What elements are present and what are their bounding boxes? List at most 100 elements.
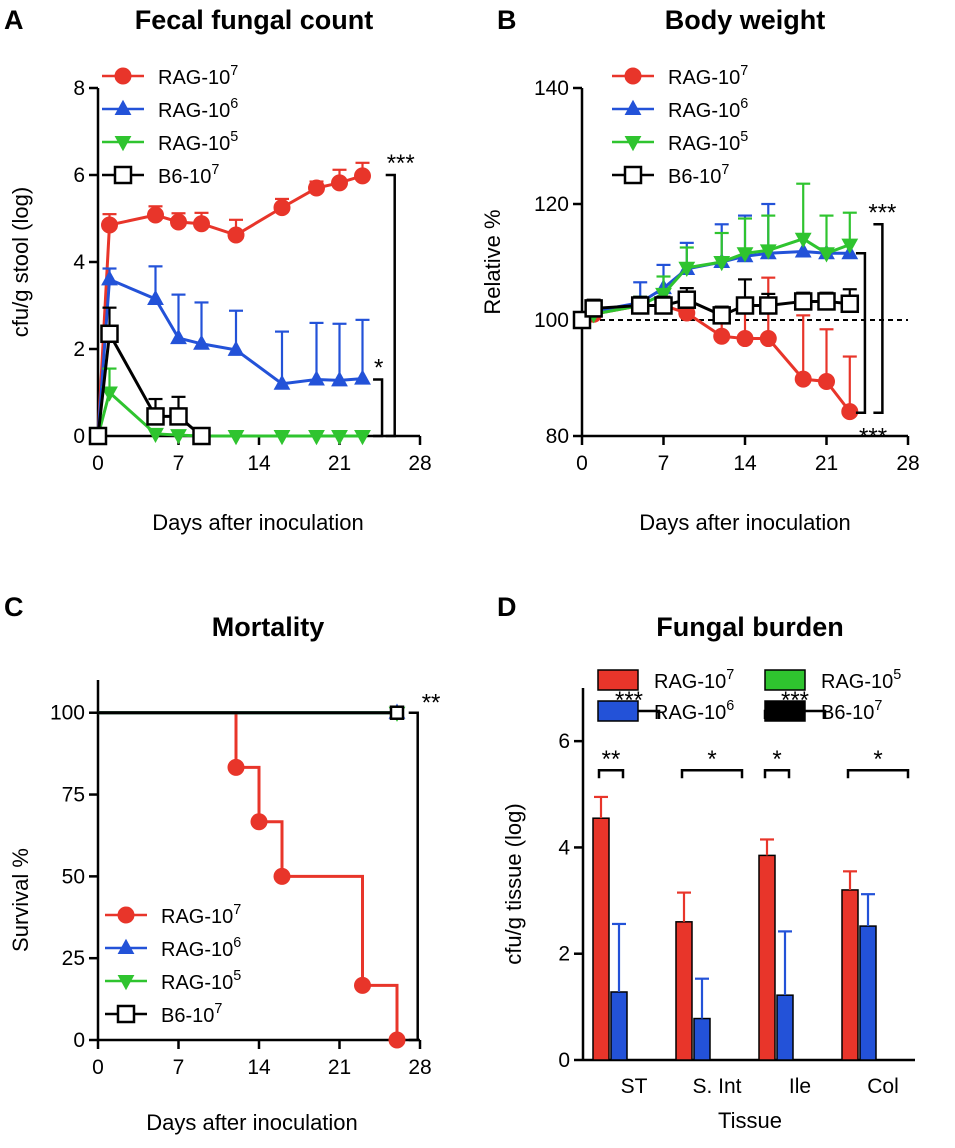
legend-label: RAG-106 (654, 698, 734, 724)
data-point (147, 289, 164, 305)
y-tick-label: 75 (62, 784, 85, 807)
significance-bracket (855, 252, 867, 415)
significance-bracket (597, 768, 625, 779)
data-point (713, 327, 731, 345)
y-axis-label: Relative % (480, 209, 505, 314)
y-tick-label: 120 (534, 193, 569, 216)
panel-label: C (4, 592, 24, 622)
y-tick-label: 140 (534, 77, 569, 100)
panel-label: A (4, 5, 24, 35)
y-tick-label: 4 (558, 836, 570, 859)
legend-marker (114, 99, 132, 115)
data-point (88, 426, 108, 446)
y-tick-label: 8 (73, 77, 85, 100)
significance-label: * (772, 746, 781, 773)
significance-bracket (680, 768, 744, 779)
legend-label: RAG-107 (158, 63, 238, 89)
data-point (227, 226, 245, 244)
legend-label: RAG-105 (158, 129, 238, 155)
data-point (147, 427, 164, 444)
legend-swatch (764, 700, 806, 722)
x-axis-label: Days after inoculation (152, 510, 364, 535)
legend-item: RAG-107 (612, 63, 748, 89)
data-point (227, 758, 245, 776)
significance-label: * (707, 746, 716, 773)
series (89, 265, 371, 442)
x-tick-label: 0 (92, 452, 104, 475)
x-tick-label: 21 (815, 452, 838, 475)
series (89, 161, 371, 445)
x-tick-label: 28 (896, 452, 919, 475)
bar (758, 854, 776, 1061)
x-tick-label: 14 (247, 1056, 271, 1079)
legend-label: RAG-105 (821, 667, 901, 693)
legend-label: B6-107 (161, 1001, 222, 1027)
x-tick-label: 14 (733, 452, 757, 475)
significance-label: ** (422, 690, 441, 717)
data-point (389, 705, 405, 720)
data-point (169, 407, 188, 426)
y-tick-label: 50 (62, 865, 85, 888)
x-tick-label: 28 (408, 452, 431, 475)
significance-bracket (873, 223, 884, 415)
bar (675, 921, 693, 1061)
data-point (193, 334, 210, 350)
data-point (840, 294, 860, 314)
legend-label: RAG-106 (161, 935, 241, 961)
data-point (331, 174, 348, 192)
x-tick-label: 21 (328, 452, 351, 475)
y-axis-label: cfu/g stool (log) (8, 187, 33, 337)
panel-D: D Fungal burden cfu/g tissue (log) Tissue 0 2… (497, 592, 915, 1133)
data-point (388, 1031, 406, 1049)
data-point (794, 242, 812, 258)
legend-item: RAG-107 (597, 667, 734, 693)
significance-label: *** (859, 424, 887, 451)
x-axis-label: Tissue (718, 1108, 782, 1133)
data-point (759, 330, 777, 348)
data-point (250, 813, 268, 831)
legend-marker (624, 67, 642, 85)
y-tick-label: 6 (558, 730, 570, 753)
series (88, 306, 211, 446)
legend-item: B6-107 (764, 698, 882, 724)
chart-title: Fungal burden (656, 612, 843, 642)
legend-item: RAG-105 (612, 129, 748, 155)
series (573, 276, 859, 421)
series (610, 893, 877, 1061)
bar (610, 991, 628, 1061)
data-point (354, 976, 371, 994)
x-tick-label: 7 (173, 1056, 185, 1079)
data-point (227, 430, 245, 446)
bar (841, 889, 859, 1061)
data-point (354, 167, 371, 185)
data-point (354, 430, 371, 446)
data-point (308, 179, 325, 197)
bar (776, 994, 794, 1061)
series (98, 711, 406, 1049)
legend-label: RAG-107 (654, 667, 734, 693)
chart-title: Fecal fungal count (135, 5, 374, 35)
x-axis-label: Days after inoculation (146, 1110, 358, 1135)
data-point (331, 430, 348, 446)
data-point (654, 296, 673, 315)
data-point (736, 330, 754, 348)
legend-item: RAG-107 (105, 902, 241, 928)
legend-marker (624, 99, 642, 115)
data-point (227, 340, 245, 356)
legend-swatch (597, 700, 639, 722)
data-point (308, 430, 325, 446)
panel-A: A Fecal fungal count cfu/g stool (log) Days… (4, 5, 432, 535)
significance-bracket (373, 378, 384, 438)
significance-label: ** (602, 746, 621, 773)
series-line (96, 174, 363, 437)
chart-title: Mortality (212, 612, 325, 642)
bar (693, 1017, 711, 1061)
data-point (331, 371, 348, 387)
y-axis-label: Survival % (8, 848, 33, 952)
legend-marker (624, 136, 642, 152)
legend-marker (117, 906, 135, 924)
series (592, 795, 859, 1061)
y-tick-label: 2 (558, 943, 570, 966)
data-point (146, 407, 165, 426)
data-point (273, 374, 291, 390)
